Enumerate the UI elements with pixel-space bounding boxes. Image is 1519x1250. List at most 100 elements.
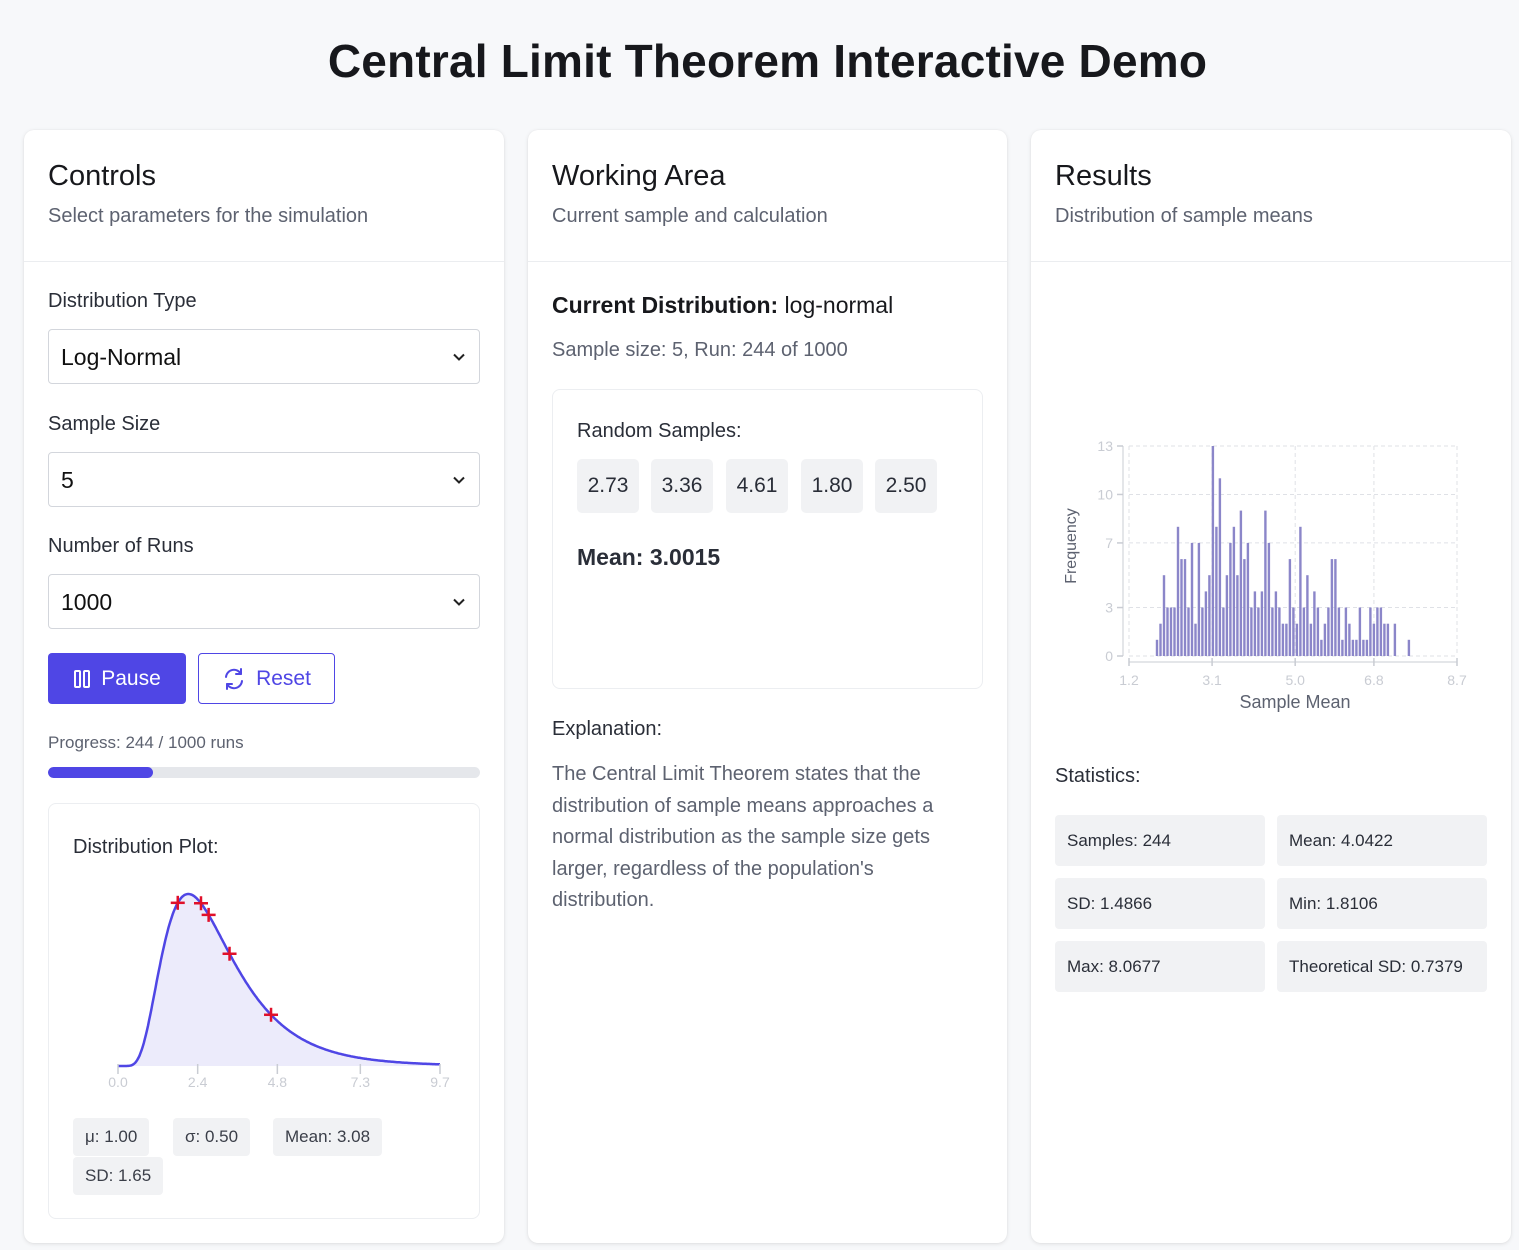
histogram-bar bbox=[1386, 623, 1390, 656]
histogram-bar bbox=[1197, 542, 1201, 656]
chevron-down-icon bbox=[453, 353, 465, 361]
histogram-bar bbox=[1250, 607, 1253, 656]
histogram-bar bbox=[1236, 575, 1239, 656]
progress-bar bbox=[48, 767, 480, 778]
explanation-text: The Central Limit Theorem states that th… bbox=[552, 763, 934, 911]
stat-max: Max: 8.0677 bbox=[1055, 941, 1265, 992]
number-of-runs-label: Number of Runs bbox=[48, 535, 194, 557]
histogram-bar bbox=[1302, 607, 1306, 656]
param-mu: μ: 1.00 bbox=[73, 1118, 150, 1156]
controls-title: Controls bbox=[48, 160, 156, 192]
x-tick-label: 4.8 bbox=[268, 1074, 288, 1090]
sample-mean: Mean: 3.0015 bbox=[577, 544, 721, 570]
histogram-bar bbox=[1372, 623, 1376, 656]
histogram-bar bbox=[1162, 575, 1166, 656]
histogram-bar bbox=[1376, 607, 1379, 656]
controls-card: Controls Select parameters for the simul… bbox=[24, 130, 504, 1243]
param-sigma: σ: 0.50 bbox=[173, 1118, 251, 1156]
histogram-bar bbox=[1306, 575, 1309, 656]
histogram-bar bbox=[1309, 623, 1313, 656]
statistics-title: Statistics: bbox=[1055, 765, 1141, 787]
working-area-card: Working Area Current sample and calculat… bbox=[528, 130, 1007, 1243]
histogram-bar bbox=[1232, 526, 1236, 656]
histogram-bar bbox=[1169, 607, 1173, 656]
x-tick-label: 6.8 bbox=[1364, 672, 1384, 688]
histogram-bar bbox=[1155, 639, 1159, 656]
sample-chip: 4.61 bbox=[726, 459, 788, 513]
histogram-bar bbox=[1288, 559, 1292, 656]
sample-info: Sample size: 5, Run: 244 of 1000 bbox=[552, 339, 848, 361]
y-tick-label: 7 bbox=[1105, 535, 1113, 551]
histogram-bar bbox=[1204, 591, 1208, 656]
histogram-bar bbox=[1358, 607, 1362, 656]
histogram-bar bbox=[1222, 607, 1225, 656]
pause-button-label: Pause bbox=[101, 666, 161, 690]
histogram-bar bbox=[1201, 607, 1204, 656]
histogram-bar bbox=[1246, 542, 1250, 656]
distribution-plot: 0.0 2.4 4.8 7.3 9.7 bbox=[108, 892, 450, 1090]
y-tick-label: 3 bbox=[1105, 600, 1113, 616]
working-area-title: Working Area bbox=[552, 160, 726, 192]
x-tick-label: 3.1 bbox=[1202, 672, 1222, 688]
density-area bbox=[118, 894, 440, 1066]
reset-button[interactable]: Reset bbox=[198, 653, 335, 704]
random-samples-box: Random Samples: 2.73 3.36 4.61 1.80 2.50… bbox=[552, 389, 983, 689]
distribution-type-label: Distribution Type bbox=[48, 290, 197, 312]
histogram-bar bbox=[1176, 526, 1180, 656]
histogram-bar bbox=[1239, 510, 1243, 656]
distribution-plot-title: Distribution Plot: bbox=[73, 836, 219, 858]
distribution-plot-box: Distribution Plot: 0.0 2.4 4.8 7.3 9.7 μ: 1.… bbox=[48, 803, 480, 1219]
histogram-bar bbox=[1225, 575, 1229, 656]
pause-button[interactable]: Pause bbox=[48, 653, 186, 704]
working-area-subtitle: Current sample and calculation bbox=[552, 205, 828, 227]
sample-size-value: 5 bbox=[61, 467, 74, 493]
histogram-bar bbox=[1208, 575, 1211, 656]
distribution-type-select[interactable]: Log-Normal bbox=[48, 329, 480, 384]
histogram-bar bbox=[1281, 623, 1285, 656]
x-tick-label: 1.2 bbox=[1119, 672, 1139, 688]
histogram-bar bbox=[1393, 623, 1397, 656]
results-header: Results Distribution of sample means bbox=[1031, 130, 1511, 262]
histogram-bar bbox=[1341, 639, 1344, 656]
histogram-bar bbox=[1320, 639, 1323, 656]
x-tick-label: 7.3 bbox=[351, 1074, 371, 1090]
chevron-down-icon bbox=[453, 598, 465, 606]
distribution-type-value: Log-Normal bbox=[61, 344, 182, 370]
histogram-bar bbox=[1334, 559, 1337, 656]
controls-subtitle: Select parameters for the simulation bbox=[48, 205, 369, 227]
histogram-bar bbox=[1166, 607, 1169, 656]
histogram-bar bbox=[1215, 526, 1218, 656]
y-tick-label: 13 bbox=[1097, 438, 1113, 454]
histogram-bar bbox=[1327, 607, 1330, 656]
histogram-bar bbox=[1159, 623, 1162, 656]
number-of-runs-select[interactable]: 1000 bbox=[48, 574, 480, 629]
histogram-bar bbox=[1365, 639, 1369, 656]
histogram-bar bbox=[1407, 639, 1411, 656]
histogram-bar bbox=[1313, 591, 1316, 656]
histogram-bar bbox=[1355, 639, 1358, 656]
histogram-bar bbox=[1218, 478, 1222, 656]
histogram-bar bbox=[1187, 607, 1190, 656]
histogram-bar bbox=[1180, 559, 1183, 656]
results-card: Results Distribution of sample means 0 3 7… bbox=[1031, 130, 1511, 1243]
histogram-bar bbox=[1323, 623, 1327, 656]
histogram-bar bbox=[1274, 591, 1278, 656]
progress-text: Progress: 244 / 1000 runs bbox=[48, 733, 244, 752]
histogram-bar bbox=[1278, 607, 1281, 656]
stat-mean: Mean: 4.0422 bbox=[1277, 815, 1487, 866]
histogram-bar bbox=[1348, 623, 1351, 656]
histogram-bar bbox=[1316, 607, 1320, 656]
histogram-bar bbox=[1253, 591, 1257, 656]
histogram-bar bbox=[1337, 607, 1341, 656]
sample-marker bbox=[170, 895, 185, 910]
histogram-bar bbox=[1369, 607, 1372, 656]
working-area-header: Working Area Current sample and calculat… bbox=[528, 130, 1007, 262]
sample-size-label: Sample Size bbox=[48, 413, 161, 435]
histogram-bar bbox=[1267, 542, 1271, 656]
sample-size-select[interactable]: 5 bbox=[48, 452, 480, 507]
histogram-bar bbox=[1285, 623, 1288, 656]
histogram-bar bbox=[1299, 526, 1302, 656]
histogram-bar bbox=[1330, 559, 1334, 656]
stat-min: Min: 1.8106 bbox=[1277, 878, 1487, 929]
results-title: Results bbox=[1055, 160, 1152, 192]
